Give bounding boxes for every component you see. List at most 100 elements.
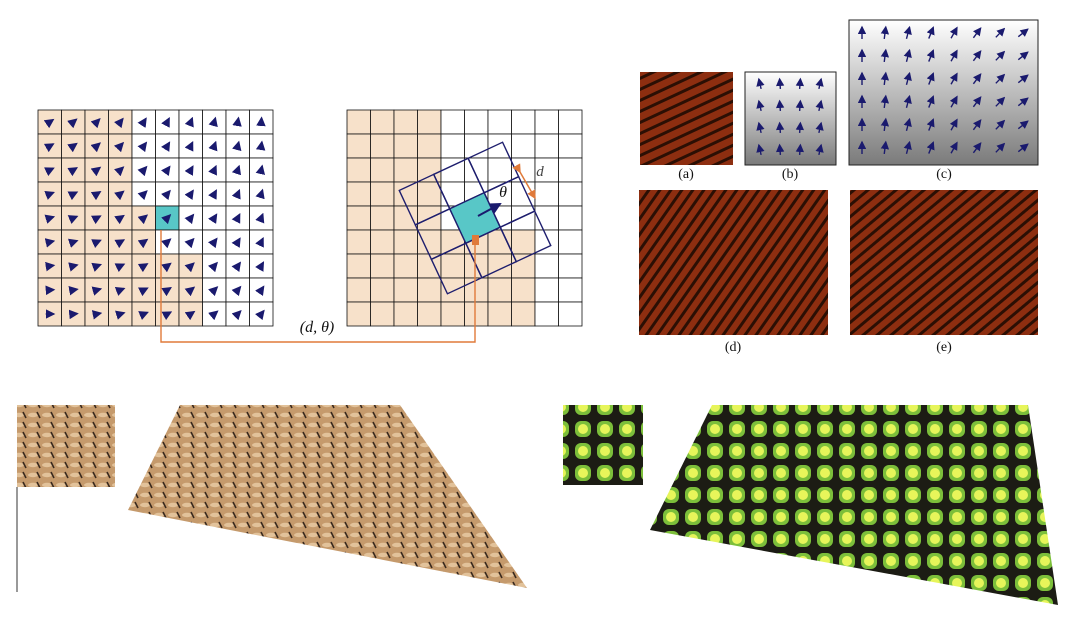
grid-cell	[440, 301, 465, 327]
arrow-icon	[795, 143, 805, 156]
arrow-icon	[903, 117, 912, 131]
texture-sample-a	[640, 72, 733, 165]
arrow-icon	[208, 261, 218, 273]
arrow-icon	[44, 214, 56, 224]
arrow-icon	[137, 117, 147, 128]
arrow-icon	[949, 72, 958, 85]
grid-cell	[417, 277, 442, 303]
arrow-icon	[91, 262, 103, 272]
arrow-icon	[231, 285, 242, 297]
arrow-icon	[880, 94, 890, 109]
grid-cell	[370, 157, 395, 183]
arrow-icon	[208, 189, 217, 200]
marker-icon	[472, 235, 479, 245]
arrow-icon	[137, 141, 148, 153]
arrow-icon	[184, 140, 194, 152]
grid-cell	[417, 157, 442, 183]
arrow-icon	[161, 262, 172, 273]
arrow-icon	[255, 164, 266, 175]
grid-cell	[346, 229, 371, 255]
arrow-icon	[756, 99, 765, 112]
synthesis-grid	[346, 109, 583, 327]
grid-cell	[346, 109, 371, 135]
arrow-icon	[90, 215, 102, 225]
grid-cell	[487, 277, 512, 303]
arrow-icon	[43, 143, 55, 153]
grid-cell	[464, 301, 489, 327]
arrow-icon	[815, 121, 824, 134]
arrow-icon	[255, 285, 265, 297]
grid-cell	[534, 277, 559, 303]
arrow-icon	[255, 236, 264, 248]
grid-cell	[511, 277, 536, 303]
grid-cell	[464, 109, 489, 135]
grid-cell	[558, 253, 583, 279]
arrow-icon	[45, 261, 56, 272]
grid-cell	[440, 133, 465, 159]
grid-cell	[370, 253, 395, 279]
arrow-icon	[880, 117, 890, 132]
theta-arrow-icon	[477, 203, 502, 217]
arrow-icon	[972, 119, 982, 131]
arrow-icon	[232, 116, 242, 127]
grid-cell	[440, 109, 465, 135]
grid-cell	[440, 277, 465, 303]
arrow-icon	[255, 261, 265, 272]
arrow-icon	[67, 191, 79, 201]
grid-cell	[440, 181, 465, 207]
arrow-icon	[68, 285, 79, 296]
arrow-icon	[90, 117, 101, 129]
grid-cell	[393, 229, 418, 255]
grid-cell	[534, 181, 559, 207]
arrow-icon	[880, 140, 890, 155]
arrow-icon	[137, 263, 149, 273]
arrow-icon	[161, 311, 173, 321]
arrow-icon	[208, 237, 218, 249]
grid-cell	[393, 133, 418, 159]
arrow-icon	[114, 214, 125, 225]
arrow-icon	[44, 190, 55, 200]
arrow-icon	[231, 188, 241, 200]
arrow-icon	[184, 286, 196, 297]
arrow-icon	[114, 117, 124, 129]
arrow-icon	[995, 96, 1006, 107]
arrow-icon	[208, 213, 218, 224]
arrow-icon	[949, 95, 958, 108]
arrow-icon	[995, 50, 1006, 61]
arrow-icon	[903, 48, 912, 62]
grid-cell	[346, 253, 371, 279]
arrow-icon	[67, 238, 79, 248]
arrow-icon	[90, 142, 101, 153]
arrow-icon	[90, 166, 102, 177]
arrow-icon	[184, 189, 194, 201]
grid-cell	[558, 133, 583, 159]
arrow-icon	[1017, 143, 1029, 153]
arrow-icon	[184, 310, 196, 321]
arrow-icon	[43, 118, 55, 129]
grid-cell	[393, 181, 418, 207]
vector-field-b	[744, 71, 837, 166]
grid-cell	[487, 109, 512, 135]
vector-field-grid	[37, 109, 274, 327]
arrow-icon	[231, 309, 242, 321]
arrow-icon	[795, 121, 805, 134]
arrow-icon	[1017, 97, 1029, 107]
rotated-cell	[499, 210, 552, 263]
arrow-icon	[926, 141, 935, 154]
arrow-icon	[775, 77, 785, 90]
arrow-icon	[815, 99, 824, 112]
grid-cell	[417, 133, 442, 159]
grid-cell	[417, 181, 442, 207]
arrow-icon	[161, 117, 170, 128]
grid-cell	[558, 205, 583, 231]
arrow-icon	[115, 310, 126, 320]
arrow-icon	[114, 190, 125, 201]
grid-cell	[487, 157, 512, 183]
grid-cell	[417, 253, 442, 279]
arrow-icon	[995, 119, 1006, 130]
arrow-icon	[949, 26, 958, 39]
arrow-icon	[68, 262, 79, 272]
caption-e: (e)	[936, 340, 952, 355]
arrow-icon	[137, 214, 149, 225]
